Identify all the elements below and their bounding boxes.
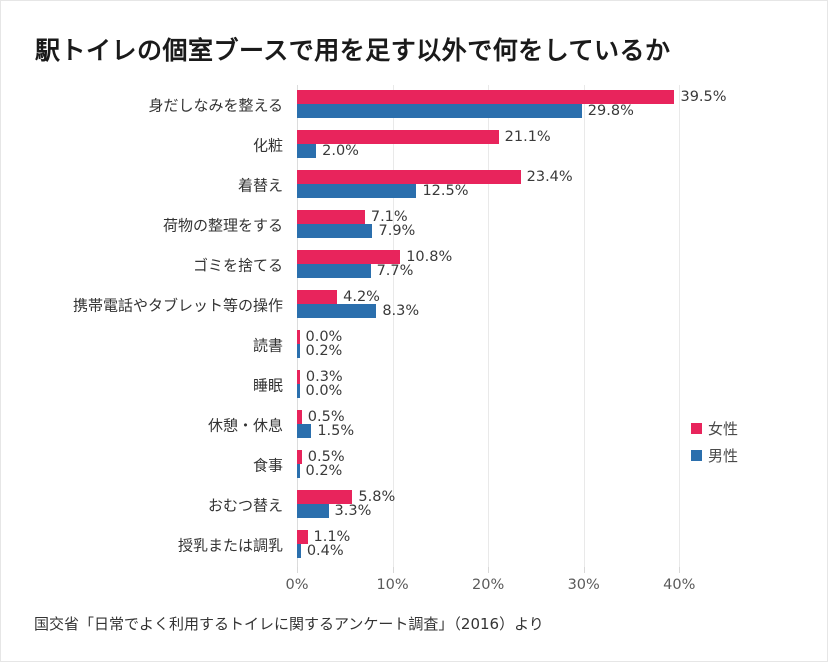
value-label-female: 0.0% <box>305 329 343 345</box>
tick-mark-0% <box>297 567 298 573</box>
value-label-male: 29.8% <box>587 103 634 119</box>
bar-female <box>297 290 338 304</box>
bar-female <box>297 90 675 104</box>
category-label: 着替え <box>237 176 283 195</box>
bar-male <box>297 184 417 198</box>
bar-male <box>297 464 300 478</box>
value-label-male: 0.4% <box>306 543 344 559</box>
tick-mark-40% <box>679 567 681 573</box>
value-label-female: 1.1% <box>313 529 351 545</box>
value-label-female: 0.3% <box>305 369 343 385</box>
bar-female <box>297 370 300 384</box>
value-label-male: 0.2% <box>305 343 343 359</box>
tick-mark-30% <box>583 567 585 573</box>
value-label-female: 5.8% <box>358 489 396 505</box>
bar-female <box>297 490 353 504</box>
legend: 女性 男性 <box>691 415 738 469</box>
bar-male <box>297 544 301 558</box>
value-label-male: 8.3% <box>382 303 420 319</box>
value-label-male: 0.2% <box>305 463 343 479</box>
value-label-female: 4.2% <box>343 289 380 305</box>
category-label: 休憩・休息 <box>207 416 283 435</box>
value-label-female: 23.4% <box>526 169 573 185</box>
legend-label: 女性 <box>708 420 739 438</box>
bar-row: 着替え 23.4% 12.5% <box>238 165 685 205</box>
tick-mark-20% <box>488 567 490 573</box>
bar-row: 休憩・休息 0.5% 1.5% <box>208 405 685 445</box>
bar-female <box>297 530 308 544</box>
bar-female <box>297 250 401 264</box>
value-label-female: 0.5% <box>307 409 345 425</box>
gridline-20% <box>488 85 490 567</box>
gridline-0% <box>297 85 298 567</box>
value-label-male: 12.5% <box>422 183 469 199</box>
bar-female <box>297 410 302 424</box>
legend-item[interactable]: 女性 <box>691 415 738 442</box>
legend-swatch-icon <box>691 423 702 434</box>
page-title: 駅トイレの個室ブースで用を足す以外で何をしているか <box>35 36 671 65</box>
category-label: 身だしなみを整える <box>148 96 283 115</box>
bar-row: 食事 0.5% 0.2% <box>253 445 685 485</box>
category-label: 携帯電話やタブレット等の操作 <box>72 296 283 315</box>
value-label-female: 0.5% <box>307 449 345 465</box>
bar-male <box>297 504 329 518</box>
value-label-male: 3.3% <box>334 503 372 519</box>
bar-male <box>297 384 300 398</box>
value-label-female: 10.8% <box>406 249 453 265</box>
category-label: 食事 <box>252 456 283 475</box>
category-label: 荷物の整理をする <box>162 216 283 235</box>
bar-row: おむつ替え 5.8% 3.3% <box>208 485 685 525</box>
legend-label: 男性 <box>708 447 739 465</box>
bar-row: ゴミを捨てる 10.8% 7.7% <box>193 245 685 285</box>
x-axis-label: 40% <box>663 577 696 593</box>
category-label: 読書 <box>252 336 283 355</box>
category-label: 化粧 <box>252 136 283 155</box>
gridline-40% <box>679 85 681 567</box>
bar-row: 化粧 21.1% 2.0% <box>253 125 685 165</box>
value-label-female: 7.1% <box>370 209 408 225</box>
x-axis-label: 0% <box>285 577 309 593</box>
bar-row: 荷物の整理をする 7.1% 7.9% <box>163 205 685 245</box>
bar-row: 携帯電話やタブレット等の操作 4.2% 8.3% <box>73 285 685 325</box>
plot-area: 0% 10% 20% 30% 40% 身だしなみを整える 39.5% 29.8% 化粧 21.1… <box>73 85 727 593</box>
bar-female <box>297 450 302 464</box>
bar-female <box>297 330 300 344</box>
category-label: おむつ替え <box>207 496 283 515</box>
category-label: 睡眠 <box>252 376 283 395</box>
value-label-male: 7.9% <box>378 223 416 239</box>
value-label-male: 0.0% <box>305 383 343 399</box>
bar-male <box>297 304 377 318</box>
legend-item[interactable]: 男性 <box>691 442 738 469</box>
bar-row: 身だしなみを整える 39.5% 29.8% <box>148 85 726 125</box>
x-axis-label: 20% <box>472 577 505 593</box>
bar-female <box>297 210 365 224</box>
category-label: ゴミを捨てる <box>192 256 283 275</box>
bar-female <box>297 170 521 184</box>
bar-male <box>297 104 582 118</box>
gridline-10% <box>392 85 394 567</box>
bar-male <box>297 424 312 438</box>
x-axis-label: 30% <box>567 577 600 593</box>
bar-male <box>297 224 373 238</box>
bar-male <box>297 344 300 358</box>
bar-male <box>297 144 317 158</box>
value-label-male: 2.0% <box>322 143 359 159</box>
bar-male <box>297 264 371 278</box>
value-label-male: 7.7% <box>376 263 414 279</box>
gridline-30% <box>583 85 585 567</box>
tick-mark-10% <box>392 567 394 573</box>
bar-row: 授乳または調乳 1.1% 0.4% <box>178 525 685 565</box>
legend-swatch-icon <box>691 450 702 461</box>
value-label-female: 39.5% <box>680 89 727 105</box>
source-footnote: 国交省「日常でよく利用するトイレに関するアンケート調査」（2016）より <box>34 615 544 633</box>
bar-row: 読書 0.0% 0.2% <box>253 325 685 365</box>
category-label: 授乳または調乳 <box>177 536 283 555</box>
value-label-female: 21.1% <box>504 129 551 145</box>
x-axis-label: 10% <box>376 577 409 593</box>
value-label-male: 1.5% <box>317 423 355 439</box>
bar-female <box>297 130 499 144</box>
bar-row: 睡眠 0.3% 0.0% <box>253 365 685 405</box>
